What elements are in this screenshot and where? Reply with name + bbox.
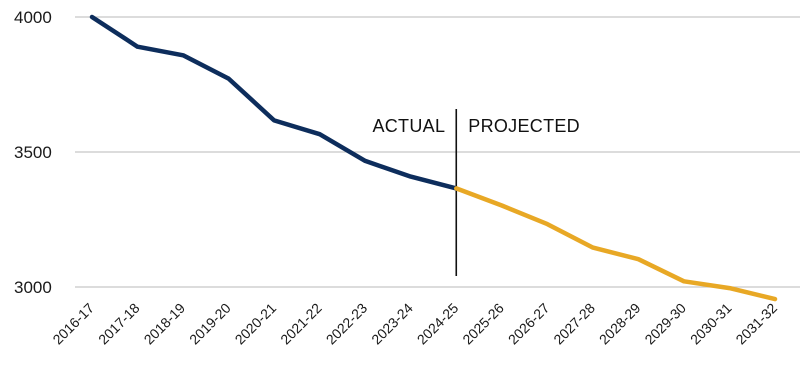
data-point-projected: [454, 186, 458, 190]
data-point-actual: [181, 53, 185, 57]
x-tick-label: 2017-18: [95, 300, 143, 348]
x-tick-label: 2030-31: [687, 300, 735, 348]
y-tick-label: 3500: [14, 143, 52, 162]
data-point-projected: [727, 286, 731, 290]
x-tick-label: 2020-21: [232, 300, 280, 348]
data-point-actual: [272, 118, 276, 122]
data-point-projected: [636, 257, 640, 261]
x-tick-label: 2025-26: [459, 300, 507, 348]
y-tick-label: 4000: [14, 8, 52, 27]
data-point-actual: [90, 15, 94, 19]
gridlines: [75, 16, 800, 288]
data-point-actual: [227, 77, 231, 81]
x-tick-label: 2031-32: [732, 300, 780, 348]
x-axis: 2016-172017-182018-192019-202020-212021-…: [49, 300, 780, 348]
x-tick-label: 2019-20: [186, 300, 234, 348]
series-line-projected: [454, 186, 778, 302]
series-group: [89, 14, 778, 302]
x-tick-label: 2027-28: [550, 300, 598, 348]
x-tick-label: 2023-24: [368, 300, 416, 348]
data-point-actual: [136, 45, 140, 49]
data-point-actual: [363, 159, 367, 163]
data-point-actual: [409, 175, 413, 179]
data-point-projected: [500, 203, 504, 207]
data-point-projected: [682, 279, 686, 283]
x-tick-label: 2024-25: [414, 300, 462, 348]
data-point-actual: [318, 132, 322, 136]
x-tick-label: 2018-19: [141, 300, 189, 348]
x-tick-label: 2021-22: [277, 300, 325, 348]
x-tick-label: 2029-30: [641, 300, 689, 348]
projected-label: PROJECTED: [468, 116, 580, 136]
data-point-projected: [773, 297, 777, 301]
data-point-projected: [545, 222, 549, 226]
series-line-actual: [89, 14, 459, 191]
actual-label: ACTUAL: [372, 116, 445, 136]
y-axis: 3000 3500 4000: [14, 8, 52, 297]
x-tick-label: 2022-23: [323, 300, 371, 348]
data-point-projected: [591, 246, 595, 250]
x-tick-label: 2028-29: [596, 300, 644, 348]
x-tick-label: 2016-17: [49, 300, 97, 348]
y-tick-label: 3000: [14, 278, 52, 297]
x-tick-label: 2026-27: [505, 300, 553, 348]
